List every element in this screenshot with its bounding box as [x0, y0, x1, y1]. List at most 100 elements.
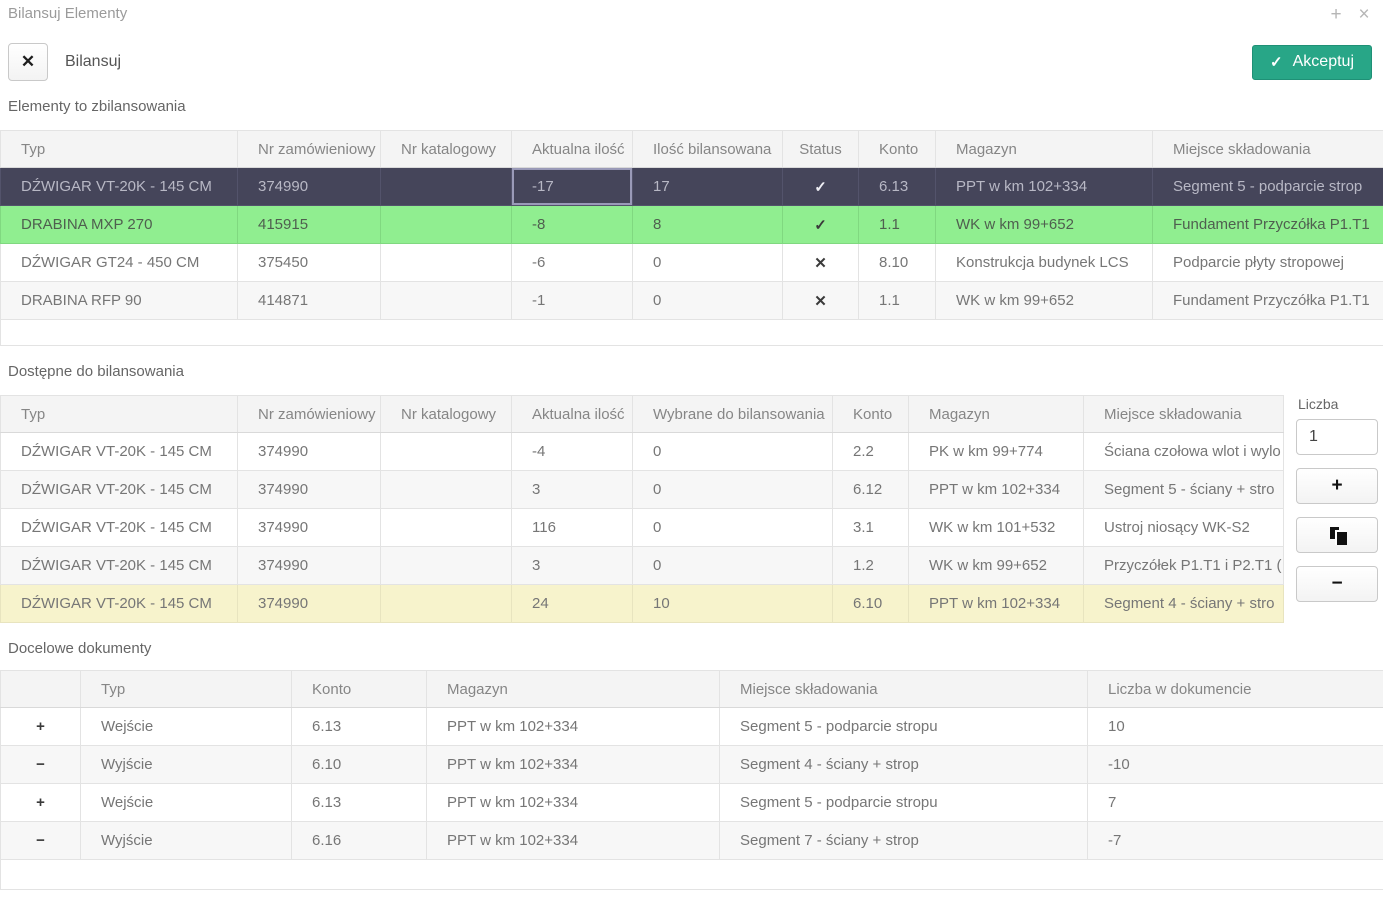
cell[interactable]: Podparcie płyty stropowej — [1152, 243, 1383, 282]
cell[interactable]: DRABINA MXP 270 — [0, 205, 238, 244]
column-header[interactable]: Miejsce składowania — [1152, 130, 1383, 168]
cell[interactable]: Wejście — [80, 783, 292, 822]
column-header[interactable]: Aktualna ilość — [511, 130, 633, 168]
column-header[interactable]: Aktualna ilość — [511, 395, 633, 433]
cell[interactable]: -17 — [511, 167, 633, 206]
cell[interactable] — [380, 281, 512, 320]
cell[interactable]: 415915 — [237, 205, 381, 244]
accept-button[interactable]: ✓ Akceptuj — [1252, 44, 1372, 80]
table-row[interactable]: − Wyjście 6.16 PPT w km 102+334 Segment 7 - … — [0, 821, 1383, 860]
cell[interactable]: 6.13 — [291, 707, 427, 746]
cell[interactable]: Segment 5 - podparcie stropu — [719, 783, 1088, 822]
column-header[interactable]: Ilość bilansowana — [632, 130, 783, 168]
cell[interactable]: 374990 — [237, 432, 381, 471]
column-header[interactable]: Nr katalogowy — [380, 395, 512, 433]
cell[interactable]: 6.10 — [291, 745, 427, 784]
cell[interactable]: -6 — [511, 243, 633, 282]
column-header[interactable] — [0, 670, 81, 708]
cell[interactable]: Ściana czołowa wlot i wylo — [1083, 432, 1284, 471]
cell[interactable]: − — [0, 821, 81, 860]
column-header[interactable]: Konto — [291, 670, 427, 708]
cell[interactable]: 10 — [632, 584, 833, 623]
cell[interactable]: WK w km 99+652 — [935, 205, 1153, 244]
cell[interactable]: WK w km 99+652 — [908, 546, 1084, 585]
subtract-quantity-button[interactable]: − — [1296, 566, 1378, 602]
column-header[interactable]: Magazyn — [908, 395, 1084, 433]
copy-button[interactable] — [1296, 517, 1378, 553]
cell[interactable]: Segment 5 - ściany + stro — [1083, 470, 1284, 509]
cell[interactable]: PPT w km 102+334 — [426, 783, 720, 822]
cell[interactable]: DŹWIGAR VT-20K - 145 CM — [0, 508, 238, 547]
add-quantity-button[interactable]: + — [1296, 468, 1378, 504]
cell[interactable]: Wyjście — [80, 821, 292, 860]
cell[interactable]: Segment 4 - ściany + strop — [719, 745, 1088, 784]
cell[interactable] — [380, 243, 512, 282]
cell[interactable]: PPT w km 102+334 — [908, 584, 1084, 623]
cell[interactable]: DŹWIGAR VT-20K - 145 CM — [0, 432, 238, 471]
cell[interactable]: − — [0, 745, 81, 784]
column-header[interactable]: Nr zamówieniowy — [237, 395, 381, 433]
cancel-button[interactable]: ✕ — [8, 43, 48, 81]
table-row[interactable]: DŹWIGAR VT-20K - 145 CM 374990 -4 0 2.2 PK w … — [0, 432, 1284, 471]
cell[interactable]: Ustroj niosący WK-S2 — [1083, 508, 1284, 547]
cell[interactable] — [380, 470, 512, 509]
cell[interactable]: 6.13 — [291, 783, 427, 822]
cell[interactable]: 414871 — [237, 281, 381, 320]
cell[interactable]: ✓ — [782, 167, 859, 206]
cell[interactable]: 0 — [632, 432, 833, 471]
table-row[interactable]: DRABINA RFP 90 414871 -1 0 ✕ 1.1 WK w km 99+65… — [0, 281, 1383, 320]
cell[interactable]: 6.16 — [291, 821, 427, 860]
cell[interactable]: 0 — [632, 508, 833, 547]
cell[interactable]: WK w km 99+652 — [935, 281, 1153, 320]
cell[interactable]: Przyczółek P1.T1 i P2.T1 ( — [1083, 546, 1284, 585]
column-header[interactable]: Miejsce składowania — [1083, 395, 1284, 433]
column-header[interactable]: Typ — [0, 395, 238, 433]
table-row[interactable]: DŹWIGAR VT-20K - 145 CM 374990 3 0 6.12 PPT w… — [0, 470, 1284, 509]
cell[interactable] — [380, 508, 512, 547]
cell[interactable]: + — [0, 707, 81, 746]
column-header[interactable]: Konto — [832, 395, 909, 433]
cell[interactable]: -1 — [511, 281, 633, 320]
cell[interactable]: 10 — [1087, 707, 1383, 746]
column-header[interactable]: Nr katalogowy — [380, 130, 512, 168]
cell[interactable]: -10 — [1087, 745, 1383, 784]
cell[interactable]: Wyjście — [80, 745, 292, 784]
cell[interactable]: 1.1 — [858, 281, 936, 320]
cell[interactable]: WK w km 101+532 — [908, 508, 1084, 547]
cell[interactable]: 0 — [632, 470, 833, 509]
table-row[interactable]: + Wejście 6.13 PPT w km 102+334 Segment 5 - … — [0, 783, 1383, 822]
cell[interactable]: DŹWIGAR VT-20K - 145 CM — [0, 167, 238, 206]
cell[interactable]: 6.13 — [858, 167, 936, 206]
column-header[interactable]: Status — [782, 130, 859, 168]
cell[interactable] — [380, 546, 512, 585]
cell[interactable]: DRABINA RFP 90 — [0, 281, 238, 320]
cell[interactable]: PPT w km 102+334 — [935, 167, 1153, 206]
cell[interactable] — [380, 432, 512, 471]
column-header[interactable]: Konto — [858, 130, 936, 168]
cell[interactable]: ✓ — [782, 205, 859, 244]
table-row[interactable]: + Wejście 6.13 PPT w km 102+334 Segment 5 - … — [0, 707, 1383, 746]
cell[interactable]: PPT w km 102+334 — [426, 707, 720, 746]
cell[interactable]: -4 — [511, 432, 633, 471]
cell[interactable]: Fundament Przyczółka P1.T1 — [1152, 281, 1383, 320]
cell[interactable]: 374990 — [237, 508, 381, 547]
table-row[interactable]: DŹWIGAR VT-20K - 145 CM 374990 116 0 3.1 WK w… — [0, 508, 1284, 547]
cell[interactable]: -7 — [1087, 821, 1383, 860]
cell[interactable]: 374990 — [237, 470, 381, 509]
cell[interactable]: 8.10 — [858, 243, 936, 282]
column-header[interactable]: Wybrane do bilansowania — [632, 395, 833, 433]
cell[interactable]: Wejście — [80, 707, 292, 746]
cell[interactable]: 1.2 — [832, 546, 909, 585]
cell[interactable]: 8 — [632, 205, 783, 244]
column-header[interactable]: Liczba w dokumencie — [1087, 670, 1383, 708]
close-window-icon[interactable]: × — [1358, 4, 1370, 25]
cell[interactable]: 375450 — [237, 243, 381, 282]
column-header[interactable]: Typ — [0, 130, 238, 168]
cell[interactable] — [380, 584, 512, 623]
cell[interactable]: DŹWIGAR GT24 - 450 CM — [0, 243, 238, 282]
cell[interactable]: -8 — [511, 205, 633, 244]
cell[interactable] — [380, 205, 512, 244]
cell[interactable]: ✕ — [782, 243, 859, 282]
cell[interactable]: 0 — [632, 243, 783, 282]
cell[interactable]: Segment 7 - ściany + strop — [719, 821, 1088, 860]
